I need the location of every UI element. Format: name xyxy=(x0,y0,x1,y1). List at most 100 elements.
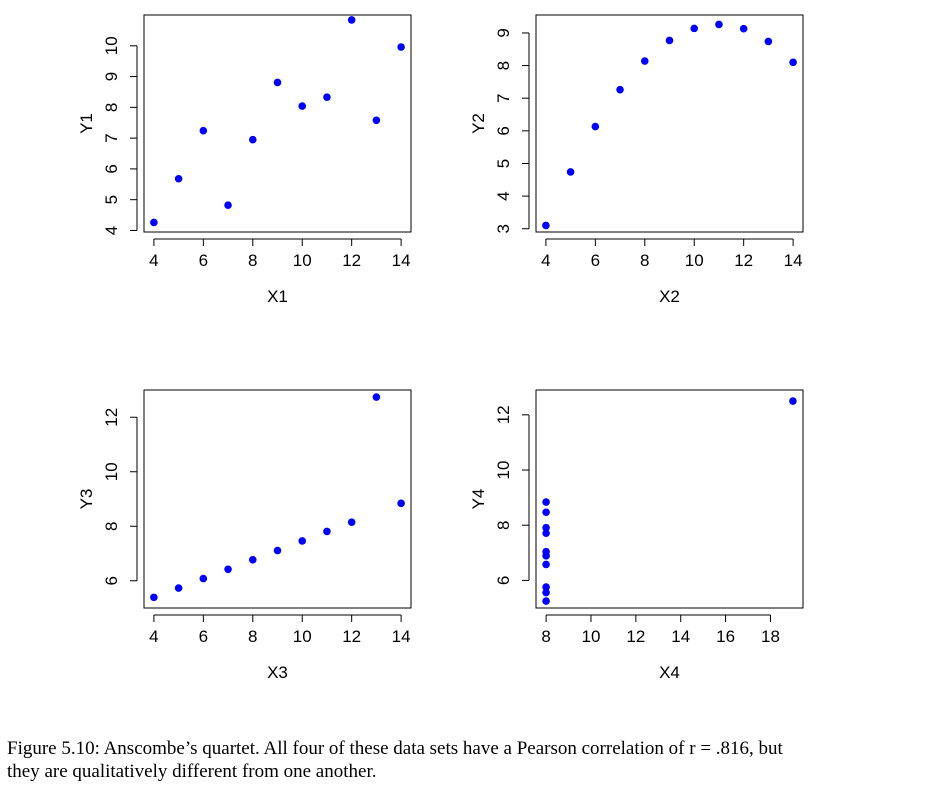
figure-caption: Figure 5.10: Anscombe’s quartet. All fou… xyxy=(7,737,919,783)
panel-4-y-tick-label: 12 xyxy=(494,405,513,424)
panel-2-y-tick-label: 6 xyxy=(494,126,513,135)
panel-1-point xyxy=(323,93,331,101)
panel-4-point xyxy=(542,529,550,538)
panel-2-point xyxy=(665,36,674,45)
panel-2-point xyxy=(739,24,748,33)
panel-3-x-label: X3 xyxy=(267,663,288,682)
panel-2-x-tick-label: 10 xyxy=(685,251,704,270)
panel-3: 4 6 8 10 12 14 X3 6 8 10 12 Y3 xyxy=(77,389,412,682)
panel-1-y-label: Y1 xyxy=(77,113,96,134)
panel-2-y-tick-label: 3 xyxy=(494,224,513,233)
panel-3-point xyxy=(248,555,257,564)
panel-4-point xyxy=(542,523,550,532)
panel-3-x-tick-label: 10 xyxy=(293,627,312,646)
panel-1-x-tick-label: 14 xyxy=(392,251,411,270)
panel-2-x-tick-label: 6 xyxy=(591,251,600,270)
panel-4-y-label: Y4 xyxy=(469,489,488,510)
panel-1-point xyxy=(248,135,257,144)
panel-4-point xyxy=(542,588,550,597)
panel-4-point xyxy=(542,597,550,605)
panel-1-frame xyxy=(143,14,412,233)
panel-2: 4 6 8 10 12 14 X2 3 4 5 6 7 8 9 Y2 xyxy=(469,14,804,306)
panel-2-y-label: Y2 xyxy=(469,113,488,134)
anscombe-figure: 4 6 8 10 12 14 X1 4 5 6 7 8 9 10 Y1 4 6 8 10 12 14 X2 3 4 5 6 7 8 9 Y… xyxy=(77,14,804,682)
panel-3-point xyxy=(224,565,232,574)
panel-1-point xyxy=(199,126,208,135)
panel-1-point xyxy=(347,16,356,24)
panel-1-point xyxy=(224,201,232,210)
panel-2-point xyxy=(715,20,723,29)
panel-1-point xyxy=(298,102,307,110)
panel-1-y-tick-label: 7 xyxy=(102,133,121,142)
panel-3-frame xyxy=(143,389,412,609)
panel-3-point xyxy=(150,593,158,602)
panel-2-point xyxy=(764,37,773,46)
panel-2-y-tick-label: 7 xyxy=(494,93,513,102)
panel-1-x-label: X1 xyxy=(267,287,288,306)
panel-4-x-tick-label: 14 xyxy=(671,627,690,646)
panel-2-x-tick-label: 12 xyxy=(734,251,753,270)
panel-2-x-label: X2 xyxy=(659,287,680,306)
panel-3-y-tick-label: 6 xyxy=(102,576,121,585)
panel-3-point xyxy=(347,518,356,526)
panel-2-x-tick-label: 8 xyxy=(640,251,649,270)
panel-1-x-tick-label: 8 xyxy=(248,251,257,270)
panel-4-point xyxy=(789,397,797,405)
panel-4-point xyxy=(542,560,550,569)
panel-1-x-tick-label: 6 xyxy=(199,251,208,270)
panel-3-y-tick-label: 8 xyxy=(102,522,121,531)
panel-2-y-tick-label: 4 xyxy=(494,191,513,200)
panel-2-point xyxy=(640,57,649,65)
panel-3-y-tick-label: 10 xyxy=(102,462,121,481)
panel-2-point xyxy=(690,24,699,33)
panel-2-y-tick-label: 8 xyxy=(494,61,513,70)
panel-2-point xyxy=(542,221,550,230)
panel-1-x-tick-label: 4 xyxy=(149,251,158,270)
panel-3-point xyxy=(273,546,282,555)
panel-2-point xyxy=(591,122,600,131)
panel-4-point xyxy=(542,583,550,591)
panel-1-point xyxy=(273,78,282,87)
panel-3-x-tick-label: 14 xyxy=(392,627,411,646)
panel-3-x-tick-label: 6 xyxy=(199,627,208,646)
panel-2-x-tick-label: 4 xyxy=(541,251,550,270)
panel-4-point xyxy=(542,552,550,560)
panel-2-point xyxy=(566,168,575,176)
panel-3-point xyxy=(323,527,331,536)
panel-1-y-tick-label: 6 xyxy=(102,164,121,173)
panel-4-x-tick-label: 8 xyxy=(541,627,550,646)
panel-2-frame xyxy=(535,14,804,233)
panel-1-y-tick-label: 8 xyxy=(102,103,121,112)
panel-2-x-tick-label: 14 xyxy=(784,251,803,270)
panel-3-y-label: Y3 xyxy=(77,489,96,510)
panel-1-y-tick-label: 9 xyxy=(102,72,121,81)
panel-1-y-tick-label: 4 xyxy=(102,226,121,235)
panel-3-point xyxy=(397,499,405,508)
panel-1-point xyxy=(174,174,183,183)
panel-1-y-tick-label: 5 xyxy=(102,195,121,204)
panel-4: 8 10 12 14 16 18 X4 6 8 10 12 Y4 xyxy=(469,389,804,682)
caption-line-2: they are qualitatively different from on… xyxy=(7,761,377,782)
panel-3-point xyxy=(372,393,381,401)
panel-4-point xyxy=(542,508,550,517)
panel-4-x-tick-label: 18 xyxy=(761,627,780,646)
panel-1-x-tick-label: 12 xyxy=(342,251,361,270)
panel-1-point xyxy=(372,116,381,125)
panel-2-point xyxy=(789,58,797,67)
panel-4-x-label: X4 xyxy=(659,663,680,682)
panel-3-point xyxy=(199,574,208,583)
panel-3-point xyxy=(298,537,307,545)
panel-4-point xyxy=(542,498,550,506)
panel-3-x-tick-label: 4 xyxy=(149,627,158,646)
panel-2-point xyxy=(616,85,624,94)
panel-4-y-tick-label: 6 xyxy=(494,576,513,585)
panel-4-x-tick-label: 12 xyxy=(626,627,645,646)
panel-1: 4 6 8 10 12 14 X1 4 5 6 7 8 9 10 Y1 xyxy=(77,14,412,306)
panel-1-point xyxy=(397,43,405,51)
caption-line-1: Figure 5.10: Anscombe’s quartet. All fou… xyxy=(7,738,783,759)
panel-3-x-tick-label: 12 xyxy=(342,627,361,646)
panel-2-y-tick-label: 9 xyxy=(494,28,513,37)
panel-3-y-tick-label: 12 xyxy=(102,408,121,427)
panel-3-x-tick-label: 8 xyxy=(248,627,257,646)
panel-4-x-tick-label: 16 xyxy=(716,627,735,646)
